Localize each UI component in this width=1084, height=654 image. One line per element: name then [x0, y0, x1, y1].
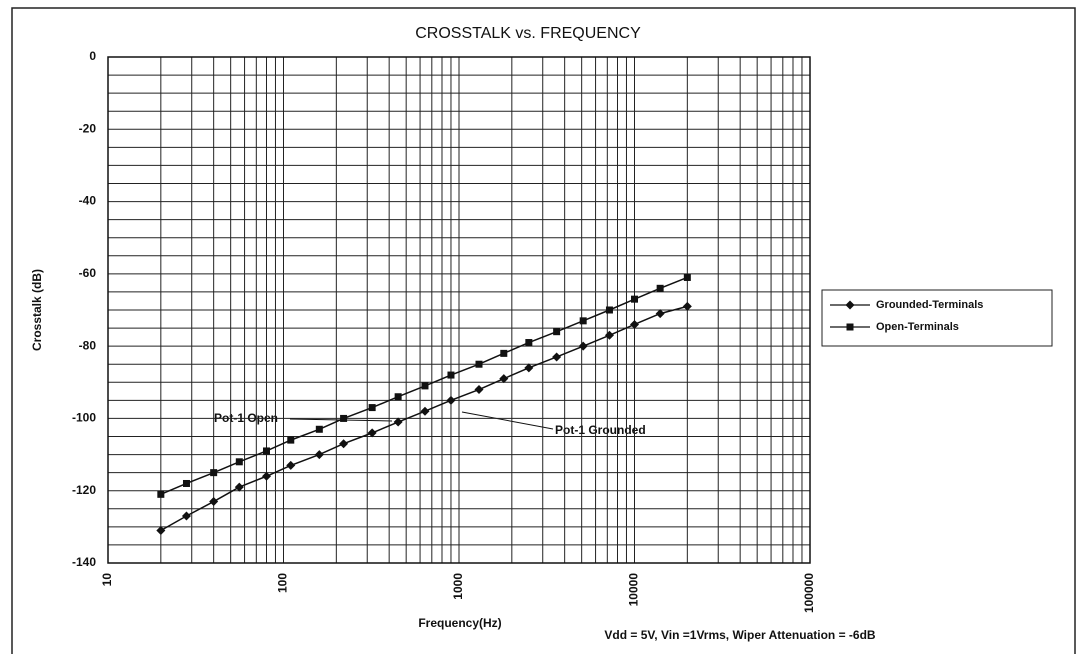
marker [683, 273, 691, 281]
y-tick-label: 0 [89, 49, 96, 63]
x-tick-label: 100000 [802, 573, 816, 613]
marker [209, 497, 219, 507]
marker [552, 352, 562, 362]
marker [235, 458, 243, 466]
marker [605, 306, 613, 314]
annotation-line [461, 411, 554, 430]
marker [394, 393, 402, 401]
x-tick-label: 1000 [451, 573, 465, 600]
legend-label: Grounded-Terminals [876, 299, 983, 311]
marker [262, 447, 270, 455]
y-tick-label: -80 [79, 338, 97, 352]
y-tick-label: -40 [79, 194, 97, 208]
marker [182, 479, 190, 487]
legend-label: Open-Terminals [876, 321, 959, 333]
marker [579, 317, 587, 325]
marker [475, 360, 483, 368]
x-tick-label: 10 [100, 573, 114, 587]
x-tick-label: 10000 [627, 573, 641, 607]
marker [630, 319, 639, 329]
legend [821, 289, 1053, 347]
marker [340, 414, 348, 422]
plot-area [107, 56, 811, 564]
marker [656, 284, 664, 292]
chart-title: CROSSTALK vs. FREQUENCY [415, 25, 641, 42]
frame [11, 7, 1076, 654]
y-tick-label: -140 [72, 555, 96, 569]
y-tick-label: -60 [79, 266, 97, 280]
annotation: Pot-1 Grounded [555, 423, 646, 437]
marker [447, 371, 455, 379]
marker [500, 349, 508, 357]
marker [367, 428, 377, 438]
y-axis-label: Crosstalk (dB) [30, 269, 44, 351]
marker [446, 395, 456, 405]
marker [525, 339, 533, 347]
marker [315, 425, 323, 433]
marker [287, 436, 295, 444]
marker [682, 301, 692, 311]
marker [286, 460, 296, 470]
marker [181, 511, 191, 521]
marker [604, 330, 614, 340]
marker [261, 471, 271, 481]
y-tick-label: -100 [72, 411, 96, 425]
marker [846, 323, 854, 331]
marker [368, 404, 376, 412]
marker [234, 482, 244, 492]
marker [845, 300, 855, 310]
marker [474, 385, 484, 395]
marker [210, 469, 218, 477]
y-tick-label: -120 [72, 483, 96, 497]
marker [339, 439, 349, 449]
marker [524, 363, 534, 373]
marker [655, 309, 665, 319]
marker [314, 450, 324, 460]
marker [156, 525, 166, 535]
marker [421, 382, 429, 390]
marker [499, 374, 509, 384]
marker [553, 328, 561, 336]
marker [157, 490, 165, 498]
x-axis-label: Frequency(Hz) [418, 616, 501, 630]
marker [420, 406, 430, 416]
marker [578, 341, 588, 351]
marker [393, 417, 403, 427]
note: Vdd = 5V, Vin =1Vrms, Wiper Attenuation … [604, 628, 876, 642]
x-tick-label: 100 [276, 573, 290, 593]
marker [631, 295, 638, 303]
y-tick-label: -20 [79, 121, 97, 135]
